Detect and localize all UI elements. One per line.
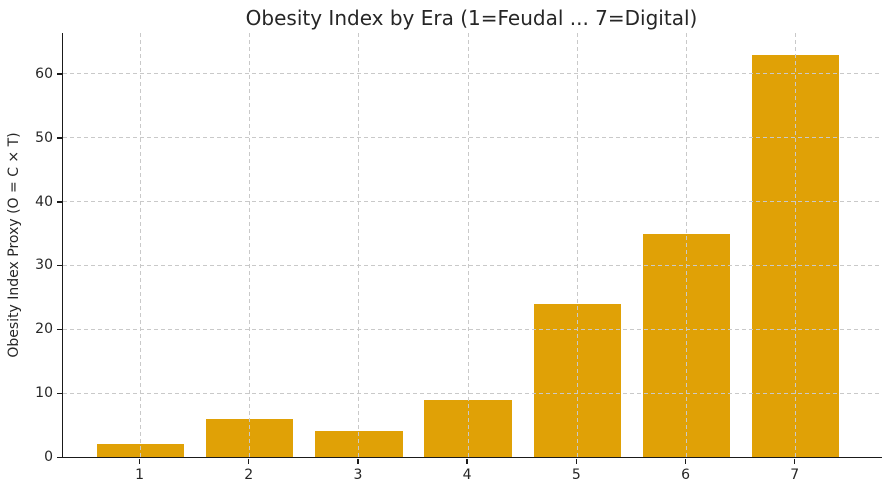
- bar: [315, 431, 403, 457]
- y-gridline: [63, 264, 882, 266]
- y-tick-mark: [57, 392, 62, 395]
- bar: [752, 54, 840, 457]
- x-gridline: [576, 33, 578, 457]
- y-gridline: [63, 137, 882, 139]
- y-tick-label: 20: [35, 321, 53, 338]
- x-gridline: [795, 33, 797, 457]
- x-tick-mark: [466, 458, 468, 464]
- x-tick-mark: [684, 458, 687, 464]
- bar: [642, 233, 731, 457]
- x-tick-mark: [138, 458, 141, 464]
- bar: [206, 418, 294, 457]
- x-gridline: [467, 33, 469, 457]
- y-tick-mark: [57, 201, 62, 203]
- y-gridline: [63, 392, 882, 394]
- y-tick-label: 30: [35, 257, 53, 274]
- y-tick-mark: [57, 264, 62, 267]
- y-tick-mark: [57, 328, 62, 331]
- bar: [424, 399, 512, 457]
- bar: [533, 303, 621, 457]
- y-tick-mark: [57, 73, 62, 75]
- x-tick-mark: [575, 458, 578, 464]
- plot-area: [62, 33, 882, 458]
- chart-title: Obesity Index by Era (1=Feudal ... 7=Dig…: [245, 6, 698, 30]
- x-gridline: [140, 33, 142, 457]
- x-tick-label: 1: [135, 466, 144, 483]
- y-tick-mark: [57, 456, 62, 458]
- y-gridline: [63, 73, 882, 75]
- x-tick-label: 6: [681, 466, 690, 483]
- y-tick-label: 60: [35, 65, 53, 82]
- x-tick-label: 3: [353, 466, 363, 483]
- x-tick-label: 4: [462, 466, 472, 483]
- y-gridline: [63, 328, 882, 330]
- bar: [96, 444, 185, 457]
- grid-layer: [63, 33, 882, 457]
- x-gridline: [686, 33, 688, 457]
- x-tick-label: 2: [244, 466, 254, 483]
- bars-layer: [63, 33, 882, 457]
- x-tick-mark: [357, 458, 359, 464]
- x-gridline: [358, 33, 360, 457]
- x-gridline: [249, 33, 251, 457]
- y-tick-label: 40: [35, 193, 53, 210]
- x-tick-mark: [247, 458, 250, 464]
- x-tick-mark: [793, 458, 796, 464]
- y-tick-label: 0: [44, 449, 53, 465]
- y-tick-mark: [57, 137, 62, 139]
- y-tick-label: 10: [35, 385, 53, 402]
- x-tick-label: 7: [790, 466, 800, 483]
- y-tick-label: 50: [35, 129, 53, 146]
- x-tick-label: 5: [571, 466, 581, 483]
- y-gridline: [63, 201, 882, 203]
